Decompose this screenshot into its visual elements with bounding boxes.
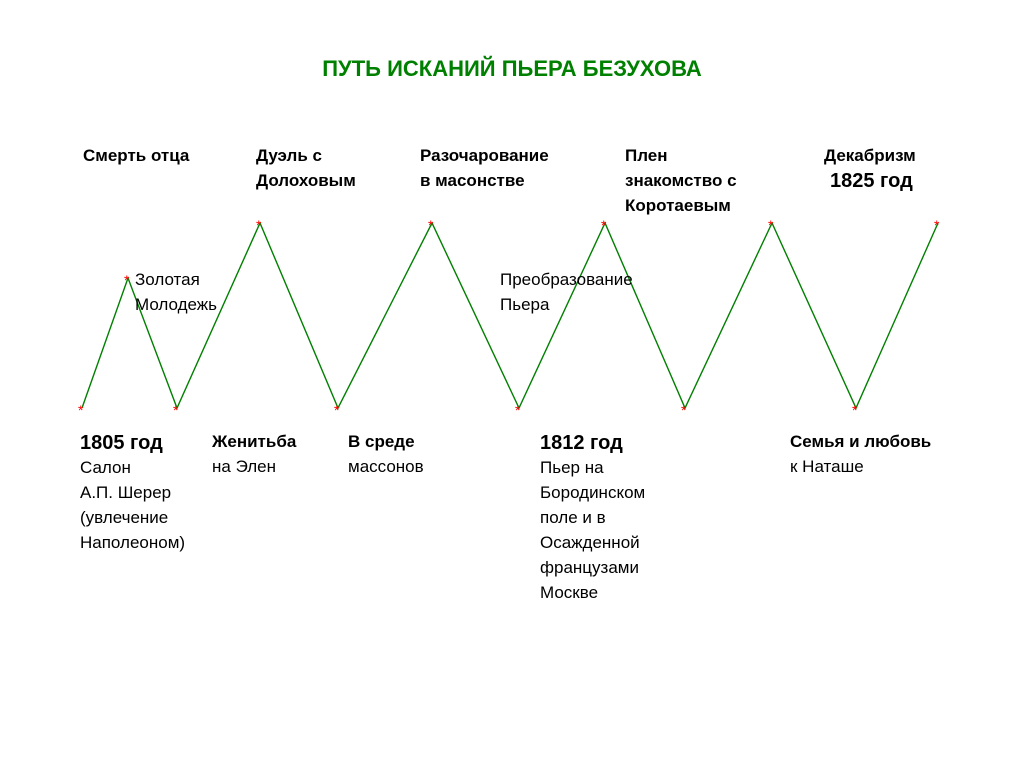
bottom-event-label-4: к Наташе bbox=[790, 457, 864, 477]
top-event-label-2: в масонстве bbox=[420, 171, 525, 191]
vertex-marker-9: * bbox=[768, 217, 773, 233]
bottom-event-label-3: Осажденной bbox=[540, 533, 640, 553]
bottom-event-label-0: 1805 год bbox=[80, 432, 163, 455]
vertex-marker-6: * bbox=[515, 402, 520, 418]
bottom-event-label-2: В среде bbox=[348, 432, 415, 452]
top-event-label-3: знакомство с bbox=[625, 171, 737, 191]
year-1825-label: 1825 год bbox=[830, 170, 913, 193]
mid-event-label-0: Молодежь bbox=[135, 295, 217, 315]
bottom-event-label-0: Наполеоном) bbox=[80, 533, 185, 553]
vertex-marker-7: * bbox=[601, 217, 606, 233]
bottom-event-label-3: Бородинском bbox=[540, 483, 645, 503]
mid-event-label-0: Золотая bbox=[135, 270, 200, 290]
vertex-marker-5: * bbox=[428, 217, 433, 233]
top-event-label-4: Декабризм bbox=[824, 146, 916, 166]
top-event-label-3: Плен bbox=[625, 146, 668, 166]
vertex-marker-1: * bbox=[124, 272, 129, 288]
bottom-event-label-0: (увлечение bbox=[80, 508, 168, 528]
mid-event-label-1: Пьера bbox=[500, 295, 549, 315]
top-event-label-0: Смерть отца bbox=[83, 146, 189, 166]
vertex-marker-3: * bbox=[256, 217, 261, 233]
mid-event-label-1: Преобразование bbox=[500, 270, 633, 290]
vertex-marker-11: * bbox=[934, 217, 939, 233]
bottom-event-label-2: массонов bbox=[348, 457, 424, 477]
bottom-event-label-1: на Элен bbox=[212, 457, 276, 477]
bottom-event-label-3: поле и в bbox=[540, 508, 606, 528]
bottom-event-label-3: 1812 год bbox=[540, 432, 623, 455]
vertex-marker-8: * bbox=[681, 402, 686, 418]
top-event-label-1: Долоховым bbox=[256, 171, 356, 191]
bottom-event-label-0: А.П. Шерер bbox=[80, 483, 171, 503]
vertex-marker-10: * bbox=[852, 402, 857, 418]
top-event-label-2: Разочарование bbox=[420, 146, 549, 166]
bottom-event-label-1: Женитьба bbox=[212, 432, 296, 452]
top-event-label-1: Дуэль с bbox=[256, 146, 322, 166]
bottom-event-label-0: Салон bbox=[80, 458, 131, 478]
zigzag-chart bbox=[0, 0, 1024, 768]
bottom-event-label-3: Пьер на bbox=[540, 458, 604, 478]
bottom-event-label-4: Семья и любовь bbox=[790, 432, 931, 452]
vertex-marker-2: * bbox=[173, 402, 178, 418]
vertex-marker-0: * bbox=[78, 402, 83, 418]
vertex-marker-4: * bbox=[334, 402, 339, 418]
bottom-event-label-3: французами bbox=[540, 558, 639, 578]
bottom-event-label-3: Москве bbox=[540, 583, 598, 603]
top-event-label-3: Коротаевым bbox=[625, 196, 731, 216]
